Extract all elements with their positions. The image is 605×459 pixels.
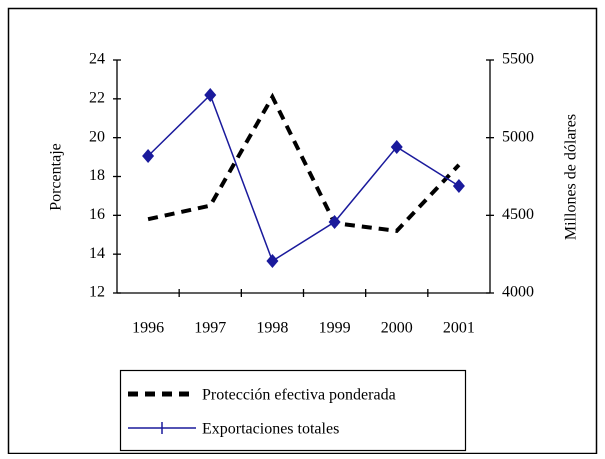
y2-tick-label: 5000 [502, 128, 534, 145]
y-tick-label: 18 [89, 167, 105, 184]
data-point [452, 178, 465, 193]
y2-tick-label: 4500 [502, 206, 534, 223]
x-tick-label: 2001 [443, 320, 475, 337]
y-axis-label: Porcentaje [48, 143, 65, 211]
x-tick-label: 2000 [381, 320, 413, 337]
x-tick-label: 1997 [194, 320, 226, 337]
data-point [204, 87, 217, 102]
y2-tick-label: 5500 [502, 51, 534, 68]
legend-label: Exportaciones totales [202, 421, 339, 438]
y2-axis-label: Millones de dólares [563, 114, 580, 240]
data-point [328, 215, 341, 230]
y-tick-label: 16 [89, 206, 105, 223]
y-tick-label: 22 [89, 90, 105, 107]
data-point [390, 139, 403, 154]
y-tick-label: 24 [89, 51, 105, 68]
legend-label: Protección efectiva ponderada [202, 387, 396, 404]
series-line [147, 92, 461, 233]
y-tick-label: 20 [89, 128, 105, 145]
data-point [266, 254, 279, 269]
x-tick-label: 1999 [319, 320, 351, 337]
y2-tick-label: 4000 [502, 284, 534, 301]
y-tick-label: 14 [89, 245, 105, 262]
x-tick-label: 1998 [256, 320, 288, 337]
data-point [142, 148, 155, 163]
series-line [147, 93, 460, 263]
y-tick-label: 12 [89, 284, 105, 301]
legend-box [119, 369, 467, 452]
x-tick-label: 1996 [132, 320, 164, 337]
